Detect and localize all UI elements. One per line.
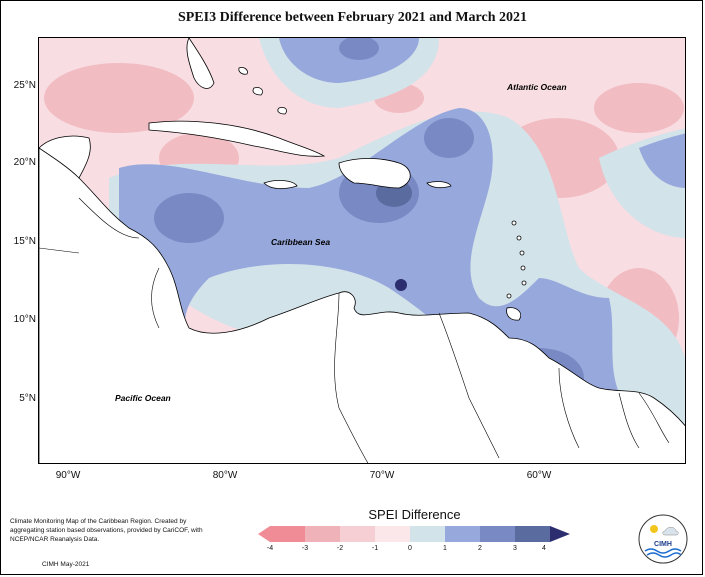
- cuba: [148, 120, 326, 157]
- lat-label-25n: 25°N: [13, 80, 36, 91]
- border: [438, 312, 500, 459]
- atlantic-ocean-label: Atlantic Ocean: [506, 82, 567, 92]
- lesser-antilles-island: [519, 250, 525, 256]
- land-outlines: [39, 38, 685, 463]
- lon-label-60w: 60°W: [526, 470, 552, 481]
- florida: [186, 38, 215, 89]
- cimh-logo: CIMH: [638, 514, 688, 564]
- lesser-antilles-island: [521, 280, 527, 286]
- border: [151, 267, 160, 329]
- border: [39, 247, 80, 254]
- credit-date: CIMH May-2021: [42, 561, 90, 568]
- lesser-antilles-island: [520, 265, 526, 271]
- credit-text: Climate Monitoring Map of the Caribbean …: [10, 518, 203, 543]
- puerto-rico: [426, 181, 452, 189]
- bahamas-island: [277, 107, 287, 115]
- legend-colorbar: [258, 526, 570, 542]
- bahamas-island: [238, 67, 248, 75]
- pacific-ocean-label: Pacific Ocean: [115, 393, 171, 403]
- legend-arrow-high: [550, 526, 570, 542]
- strong-wet-zone: [424, 118, 474, 158]
- legend-swatch: [270, 526, 305, 542]
- border: [334, 292, 369, 463]
- logo-text: CIMH: [654, 541, 672, 548]
- extreme-wet-spot: [395, 279, 407, 291]
- wet-zone: [279, 38, 419, 83]
- lat-label-10n: 10°N: [13, 314, 36, 325]
- legend-tick: 2: [478, 545, 482, 552]
- border: [638, 392, 670, 444]
- strong-wet-zone: [154, 193, 224, 243]
- map-title: SPEI3 Difference between February 2021 a…: [177, 10, 528, 25]
- legend-swatch: [340, 526, 375, 542]
- legend-title: SPEI Difference: [368, 507, 461, 522]
- lesser-antilles-island: [516, 235, 522, 241]
- wave-icon: [644, 548, 682, 554]
- legend-swatch: [480, 526, 515, 542]
- country-borders: [39, 197, 670, 463]
- caribbean-sea-label: Caribbean Sea: [271, 237, 330, 247]
- legend-tick: -4: [266, 545, 274, 552]
- border: [558, 367, 580, 449]
- legend-swatch: [445, 526, 480, 542]
- jamaica: [263, 180, 298, 190]
- legend-swatch: [515, 526, 550, 542]
- lat-label-5n: 5°N: [19, 393, 36, 404]
- yucatan: [39, 135, 91, 179]
- legend-tick: 4: [542, 545, 546, 552]
- legend-tick: 0: [408, 545, 412, 552]
- strong-wet-zone: [339, 38, 379, 60]
- legend-tick: -3: [301, 545, 309, 552]
- legend-swatch: [375, 526, 410, 542]
- neg-zone: [594, 83, 684, 133]
- logo-ring: [638, 514, 688, 564]
- legend-tick: 3: [513, 545, 517, 552]
- bahamas-island: [252, 87, 263, 96]
- map-panel: Atlantic Ocean Caribbean Sea Pacific Oce…: [38, 37, 686, 464]
- legend-tick: 1: [443, 545, 447, 552]
- lat-label-15n: 15°N: [13, 236, 36, 247]
- trinidad: [506, 307, 522, 321]
- lon-label-90w: 90°W: [55, 470, 81, 481]
- legend-arrow-low: [258, 526, 270, 542]
- legend-tick: -1: [371, 545, 379, 552]
- cloud-icon: [662, 527, 679, 536]
- hispaniola: [338, 158, 411, 189]
- mainland: [39, 146, 685, 463]
- legend-swatch: [410, 526, 445, 542]
- lesser-antilles-island: [506, 293, 512, 299]
- border: [78, 197, 140, 239]
- sun-icon: [650, 525, 658, 533]
- neg-zone: [44, 63, 194, 133]
- spei-map: Atlantic Ocean Caribbean Sea Pacific Oce…: [39, 38, 685, 463]
- wave-icon: [646, 552, 682, 558]
- border: [618, 392, 640, 449]
- legend-swatch: [305, 526, 340, 542]
- lon-label-80w: 80°W: [212, 470, 238, 481]
- lesser-antilles-island: [511, 220, 517, 226]
- lat-label-20n: 20°N: [13, 157, 36, 168]
- lon-label-70w: 70°W: [369, 470, 395, 481]
- wet-zone: [639, 133, 685, 188]
- legend-tick: -2: [336, 545, 344, 552]
